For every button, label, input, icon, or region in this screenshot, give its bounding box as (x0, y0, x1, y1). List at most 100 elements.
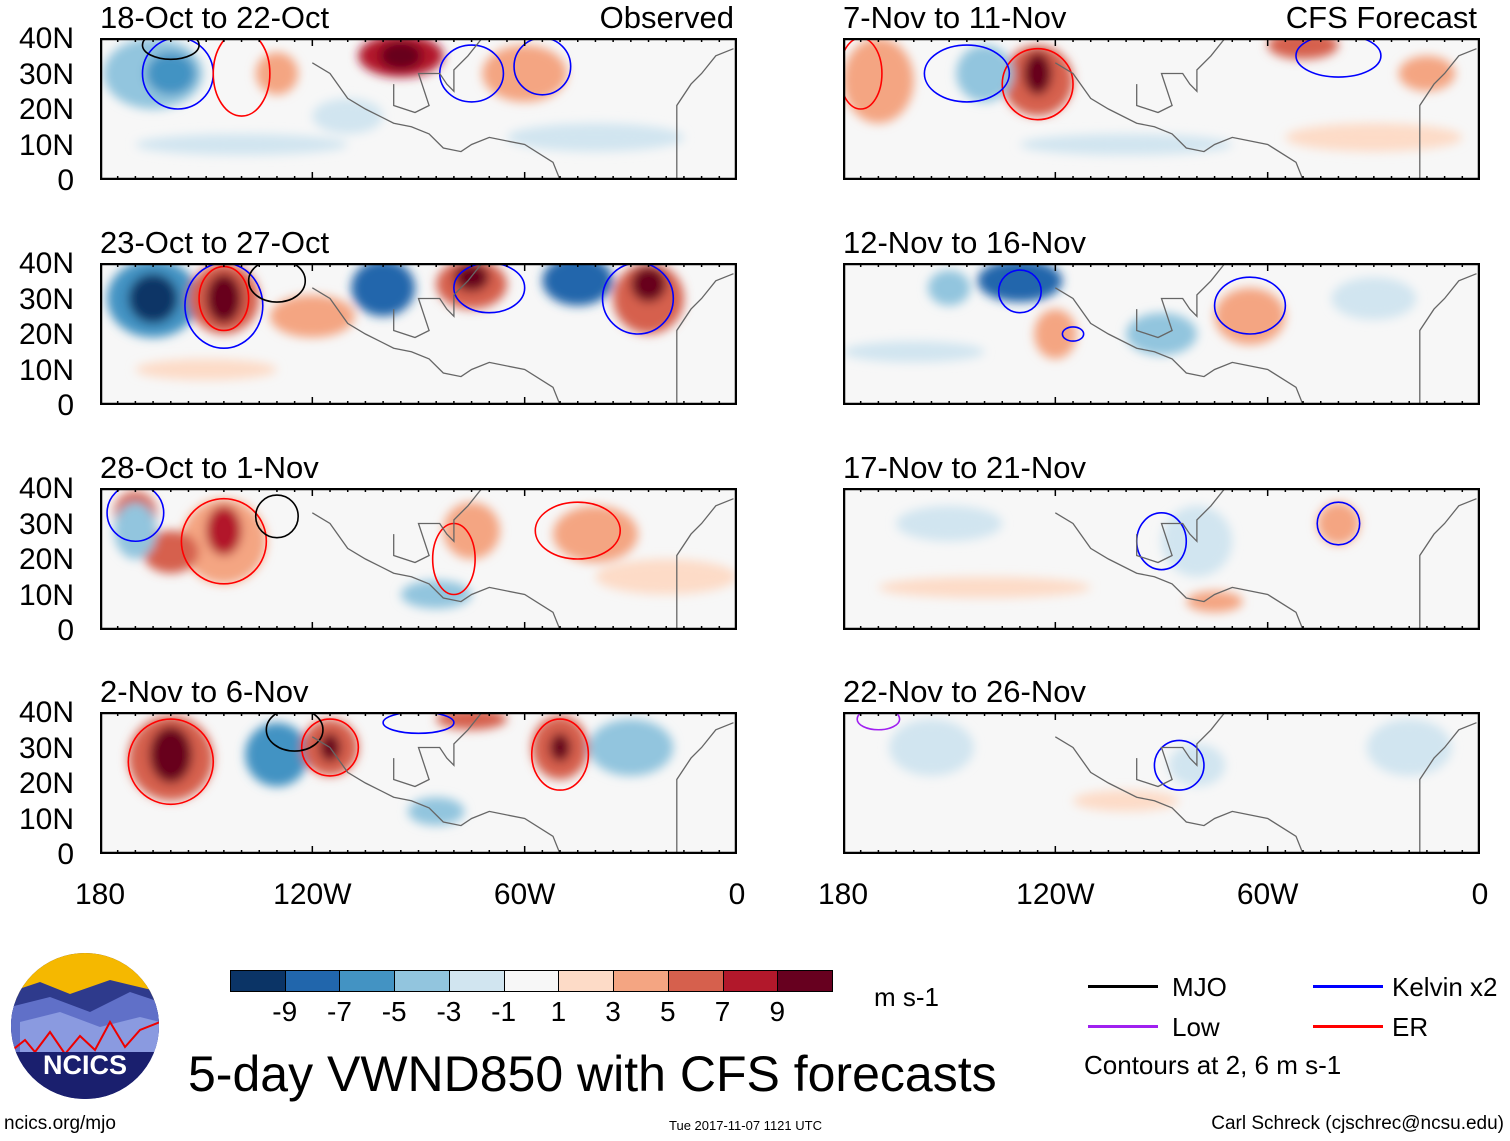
colorbar-label: 3 (605, 996, 621, 1027)
footer-author: Carl Schreck (cjschrec@ncsu.edu) (1211, 1113, 1504, 1134)
anomaly-region (1317, 502, 1360, 545)
coastline (676, 273, 734, 405)
colorbar-swatch (613, 970, 669, 992)
panel-source-label: CFS Forecast (1285, 0, 1477, 35)
coastline (1419, 48, 1477, 180)
coastline (676, 722, 734, 854)
anomaly-region (135, 133, 348, 156)
wave-contour (212, 38, 271, 117)
wave-contour (530, 718, 590, 791)
map-panel (843, 712, 1480, 854)
map-svg (843, 263, 1480, 405)
coastline (1054, 736, 1304, 854)
wave-contour (923, 44, 1011, 103)
anomaly-region (588, 719, 674, 776)
anomaly-region (149, 726, 193, 783)
coastline (676, 498, 734, 630)
map-panel (843, 488, 1480, 630)
anomaly-region (549, 733, 571, 762)
coastline (1054, 512, 1304, 630)
map-panel (100, 263, 737, 405)
anomaly-region (843, 341, 985, 363)
panel-title: 18-Oct to 22-Oct (100, 0, 330, 35)
colorbar-swatch (230, 970, 286, 992)
anomaly-region (255, 52, 299, 95)
wave-contour (453, 263, 526, 314)
anomaly-region (1186, 590, 1243, 613)
map-svg (100, 263, 737, 405)
logo-text: NCICS (43, 1050, 127, 1080)
coastline (1054, 287, 1304, 405)
legend-label-mjo: MJO (1172, 972, 1227, 1002)
wave-contour (1061, 326, 1085, 342)
anomaly-region (1398, 55, 1456, 92)
colorbar-label: -3 (436, 996, 462, 1027)
wave-contour (382, 712, 455, 735)
anomaly-region (206, 505, 242, 556)
y-tick-label: 20N (18, 543, 74, 576)
anomaly-region (379, 41, 423, 70)
wave-contour (1213, 276, 1287, 335)
map-panel (100, 712, 737, 854)
anomaly-region (896, 505, 1003, 542)
map-panel (100, 488, 737, 630)
wave-contour (1001, 47, 1074, 121)
map-svg (100, 38, 737, 180)
anomaly-region (1019, 133, 1233, 156)
footer-url[interactable]: ncics.org/mjo (4, 1113, 116, 1134)
anomaly-region (1073, 790, 1180, 812)
coastline (311, 62, 561, 180)
colorbar-swatch (339, 970, 396, 992)
x-tick-label: 0 (1471, 878, 1489, 911)
colorbar-label: 9 (769, 996, 786, 1027)
panel-title: 22-Nov to 26-Nov (843, 674, 1086, 709)
colorbar-swatch (667, 970, 724, 992)
colorbar-label: -5 (381, 996, 407, 1027)
map-panel (843, 38, 1480, 180)
coastline (1419, 722, 1477, 854)
anomaly-region (843, 38, 914, 124)
map-svg (100, 712, 737, 854)
anomaly-region (400, 580, 472, 609)
x-tick-label: 120W (1016, 878, 1095, 911)
coastline (311, 736, 561, 854)
anomaly-region (142, 530, 200, 574)
colorbar-units: m s-1 (874, 982, 939, 1012)
legend-line-er (1313, 1025, 1383, 1028)
legend-label-kelvin: Kelvin x2 (1392, 972, 1498, 1002)
y-tick-label: 40N (18, 247, 74, 280)
x-tick-label: 180 (74, 878, 126, 911)
anomaly-region (1214, 287, 1286, 345)
y-tick-label: 0 (57, 614, 74, 647)
legend-note: Contours at 2, 6 m s-1 (1084, 1050, 1342, 1080)
colorbar-label: 5 (660, 996, 676, 1027)
y-tick-label: 30N (18, 507, 74, 541)
colorbar-swatch (503, 970, 560, 992)
y-tick-label: 30N (18, 731, 74, 765)
wave-contour (513, 38, 572, 96)
wave-contour (997, 269, 1042, 314)
coastline (1054, 62, 1304, 180)
colorbar-label: -9 (272, 996, 298, 1027)
coastline (311, 287, 561, 405)
legend-label-er: ER (1392, 1012, 1429, 1042)
anomaly-region (542, 263, 614, 306)
x-tick-label: 120W (273, 878, 352, 911)
anomaly-region (482, 45, 568, 102)
coastline (1136, 712, 1226, 788)
anomaly-region (351, 263, 415, 317)
panel-title: 12-Nov to 16-Nov (843, 225, 1086, 260)
y-tick-label: 20N (18, 93, 74, 126)
panel-title: 23-Oct to 27-Oct (100, 225, 330, 260)
anomaly-region (595, 559, 737, 595)
x-tick-label: 180 (817, 878, 869, 911)
y-tick-label: 10N (18, 128, 74, 162)
map-svg (843, 38, 1480, 180)
colorbar-label: 1 (550, 996, 567, 1027)
panel-title: 2-Nov to 6-Nov (100, 674, 309, 709)
anomaly-region (506, 123, 684, 152)
anomaly-region (1267, 38, 1339, 60)
anomaly-region (878, 576, 1091, 599)
anomaly-region (146, 52, 196, 95)
